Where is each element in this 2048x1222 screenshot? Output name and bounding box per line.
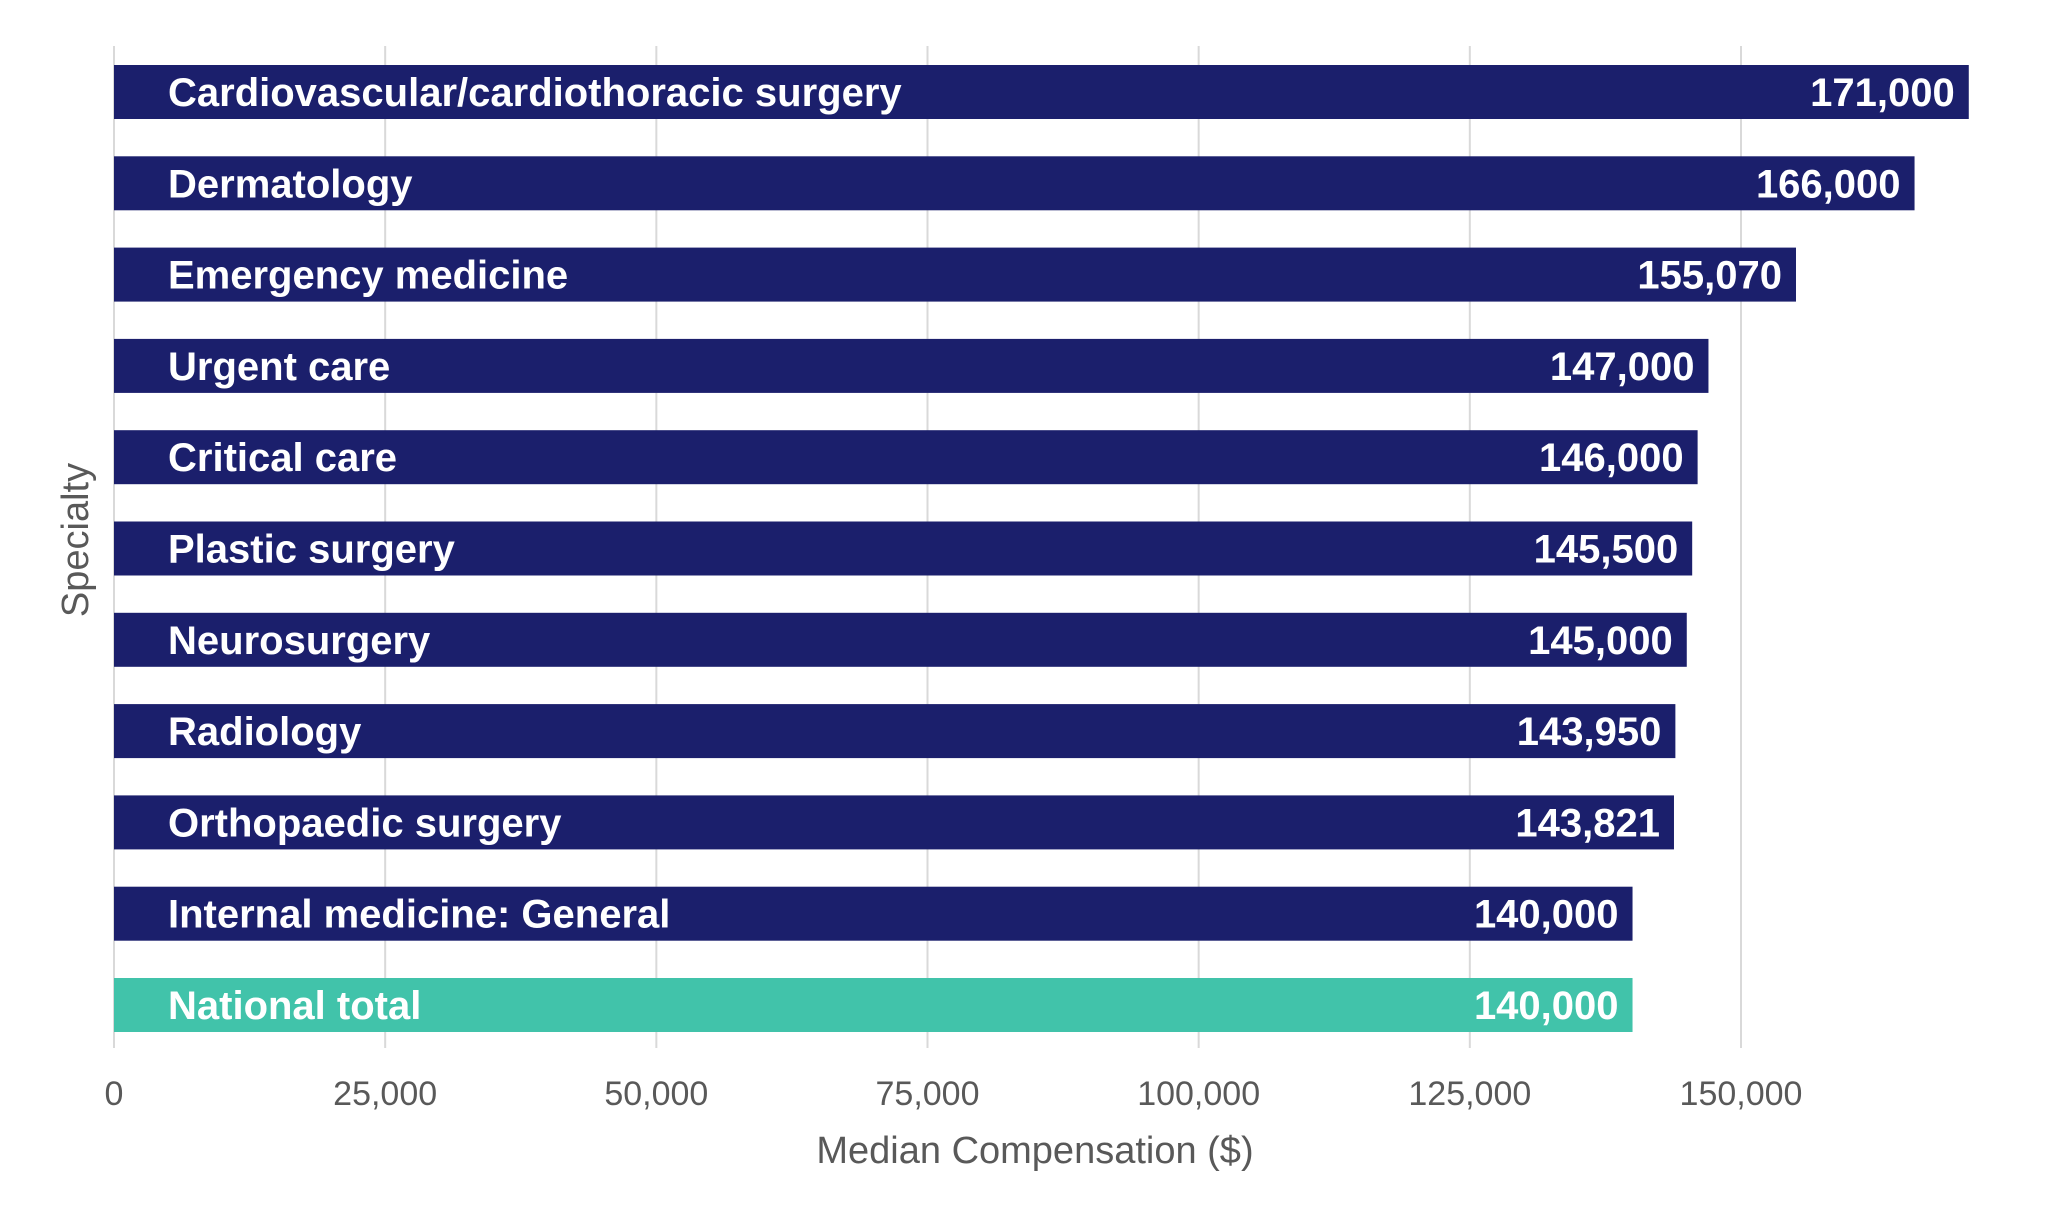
bar xyxy=(114,65,1969,119)
bar-category-label: Radiology xyxy=(168,710,362,754)
bar xyxy=(114,795,1674,850)
bar-value-label: 140,000 xyxy=(1474,984,1619,1028)
x-tick-label: 125,000 xyxy=(1408,1075,1531,1113)
bar-category-label: Internal medicine: General xyxy=(168,893,670,937)
bar-value-label: 143,821 xyxy=(1515,801,1660,845)
bar-national-total xyxy=(114,978,1633,1032)
bar-value-label: 145,500 xyxy=(1534,528,1679,572)
bar xyxy=(114,521,1693,576)
x-tick-label: 75,000 xyxy=(876,1075,980,1113)
bar xyxy=(114,156,1915,211)
x-tick-label: 100,000 xyxy=(1137,1075,1260,1113)
x-tick-label: 50,000 xyxy=(604,1075,708,1113)
bar xyxy=(114,612,1687,667)
x-axis-ticks: 0 25,000 50,000 75,000 100,000 125,000 150,000 xyxy=(105,1075,1803,1113)
x-tick-label: 0 xyxy=(105,1075,124,1113)
x-axis-title: Median Compensation ($) xyxy=(816,1130,1253,1172)
bar-value-label: 166,000 xyxy=(1756,162,1901,206)
bar-category-label: Critical care xyxy=(168,436,397,480)
bar-value-label: 140,000 xyxy=(1474,893,1619,937)
bar-category-label: Neurosurgery xyxy=(168,619,431,663)
bar-category-label: Emergency medicine xyxy=(168,254,568,298)
bar-value-label: 147,000 xyxy=(1550,345,1695,389)
y-axis-title: Specialty xyxy=(55,463,97,617)
x-tick-label: 25,000 xyxy=(333,1075,437,1113)
bar-category-label: Plastic surgery xyxy=(168,528,456,572)
bar-labels: Cardiovascular/cardiothoracic surgery 171… xyxy=(168,71,1955,1028)
bar-category-label: Urgent care xyxy=(168,345,390,389)
bar xyxy=(114,247,1796,302)
bar-value-label: 171,000 xyxy=(1810,71,1955,115)
bar-value-label: 145,000 xyxy=(1528,619,1673,663)
bar xyxy=(114,886,1633,941)
x-tick-label: 150,000 xyxy=(1680,1075,1803,1113)
bar xyxy=(114,704,1676,759)
bar-category-label: Orthopaedic surgery xyxy=(168,801,562,845)
bar-value-label: 155,070 xyxy=(1637,254,1782,298)
bar-value-label: 146,000 xyxy=(1539,436,1684,480)
bar xyxy=(114,430,1698,485)
bar-category-label: Dermatology xyxy=(168,162,413,206)
bar-value-label: 143,950 xyxy=(1517,710,1662,754)
bar-category-label: Cardiovascular/cardiothoracic surgery xyxy=(168,71,902,115)
bar xyxy=(114,338,1709,393)
bar-category-label: National total xyxy=(168,984,421,1028)
bars xyxy=(114,65,1969,1032)
